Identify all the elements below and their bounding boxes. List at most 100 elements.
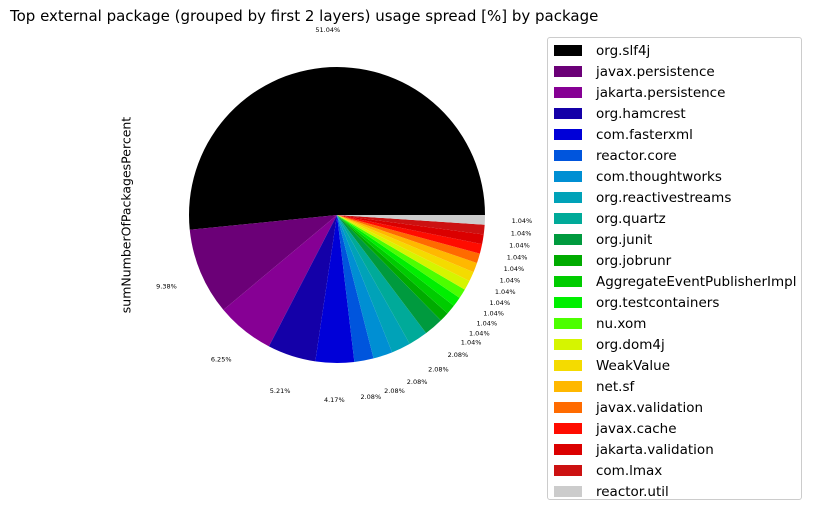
legend-label: com.fasterxml [596, 126, 693, 143]
legend-swatch [554, 171, 582, 182]
pie-slice [337, 215, 393, 359]
legend-swatch [554, 192, 582, 203]
legend-item: org.junit [554, 229, 652, 250]
legend-swatch [554, 87, 582, 98]
legend-item: org.jobrunr [554, 250, 671, 271]
slice-value-label: 2.08% [428, 366, 449, 374]
legend-swatch [554, 45, 582, 56]
legend-item: nu.xom [554, 313, 646, 334]
slice-value-label: 1.04% [476, 320, 497, 328]
legend-item: com.fasterxml [554, 124, 693, 145]
legend-swatch [554, 381, 582, 392]
pie-slice [337, 215, 448, 321]
slice-value-label: 1.04% [500, 277, 521, 285]
pie-slice [223, 215, 337, 347]
slice-value-label: 1.04% [512, 217, 533, 225]
pie-slice [337, 215, 427, 344]
legend-item: AggregateEventPublisherImpl [554, 271, 796, 292]
pie-slice [189, 215, 337, 310]
slice-value-label: 1.04% [511, 229, 532, 237]
legend-item: org.dom4j [554, 334, 665, 355]
legend-label: WeakValue [596, 357, 671, 374]
legend-item: org.quartz [554, 208, 666, 229]
slice-value-label: 1.04% [507, 253, 528, 261]
pie-slice [337, 215, 465, 298]
legend-swatch [554, 129, 582, 140]
slice-value-label: 1.04% [489, 299, 510, 307]
legend-item: javax.cache [554, 418, 677, 439]
slice-value-label: 51.04% [315, 26, 340, 34]
slice-value-label: 1.04% [469, 329, 490, 337]
pie-slice [315, 215, 355, 364]
legend-label: javax.persistence [596, 63, 715, 80]
legend-label: org.hamcrest [596, 105, 686, 122]
legend-swatch [554, 108, 582, 119]
pie-slice [337, 215, 454, 314]
legend-label: org.quartz [596, 210, 666, 227]
legend-label: org.testcontainers [596, 294, 720, 311]
pie-slice [337, 215, 410, 353]
legend-label: reactor.util [596, 483, 669, 500]
legend-item: org.hamcrest [554, 103, 686, 124]
slice-value-label: 2.08% [384, 387, 405, 395]
legend-item: org.testcontainers [554, 292, 719, 313]
legend-swatch [554, 150, 582, 161]
pie-slice [189, 66, 486, 230]
legend-swatch [554, 465, 582, 476]
legend-item: net.sf [554, 376, 634, 397]
pie-slice [337, 215, 470, 290]
legend-label: org.dom4j [596, 336, 665, 353]
legend-label: org.slf4j [596, 42, 651, 59]
legend-swatch [554, 486, 582, 497]
legend-label: javax.validation [596, 399, 704, 416]
legend-item: jakarta.validation [554, 439, 714, 460]
pie-slice [337, 215, 477, 273]
legend-label: com.thoughtworks [596, 168, 722, 185]
chart-title: Top external package (grouped by first 2… [10, 7, 599, 25]
pie-slice [337, 215, 486, 225]
legend-item: reactor.util [554, 481, 669, 502]
slice-value-label: 4.17% [324, 396, 345, 404]
legend-label: jakarta.validation [596, 441, 714, 458]
slice-value-label: 2.08% [407, 378, 428, 386]
legend-swatch [554, 360, 582, 371]
legend-label: org.reactivestreams [596, 189, 732, 206]
legend-swatch [554, 339, 582, 350]
slice-value-label: 6.25% [211, 355, 232, 363]
slice-value-label: 9.38% [156, 283, 177, 291]
legend-swatch [554, 234, 582, 245]
legend-item: com.thoughtworks [554, 166, 722, 187]
legend-label: reactor.core [596, 147, 677, 164]
pie-slice [337, 215, 485, 235]
legend-swatch [554, 402, 582, 413]
legend-label: jakarta.persistence [596, 84, 726, 101]
pie-slice [337, 215, 474, 282]
legend-item: WeakValue [554, 355, 670, 376]
slice-value-label: 5.21% [270, 387, 291, 395]
slice-value-label: 2.08% [360, 393, 381, 401]
legend-swatch [554, 213, 582, 224]
legend-swatch [554, 255, 582, 266]
legend-label: org.jobrunr [596, 252, 672, 269]
legend-item: org.slf4j [554, 40, 650, 61]
legend-swatch [554, 423, 582, 434]
legend-label: nu.xom [596, 315, 647, 332]
slice-value-label: 2.08% [448, 351, 469, 359]
legend-label: javax.cache [596, 420, 677, 437]
legend-item: com.lmax [554, 460, 662, 481]
legend-item: javax.persistence [554, 61, 715, 82]
slice-value-label: 1.04% [461, 338, 482, 346]
pie-slice [268, 215, 337, 362]
pie-slice [337, 215, 441, 334]
legend-label: net.sf [596, 378, 635, 395]
pie-slice [337, 215, 480, 263]
slice-value-label: 1.04% [483, 310, 504, 318]
legend-label: com.lmax [596, 462, 663, 479]
legend-item: javax.validation [554, 397, 703, 418]
pie-slice [337, 215, 460, 306]
pie-slice [337, 215, 374, 362]
legend-swatch [554, 318, 582, 329]
legend-item: reactor.core [554, 145, 677, 166]
legend-item: org.reactivestreams [554, 187, 731, 208]
